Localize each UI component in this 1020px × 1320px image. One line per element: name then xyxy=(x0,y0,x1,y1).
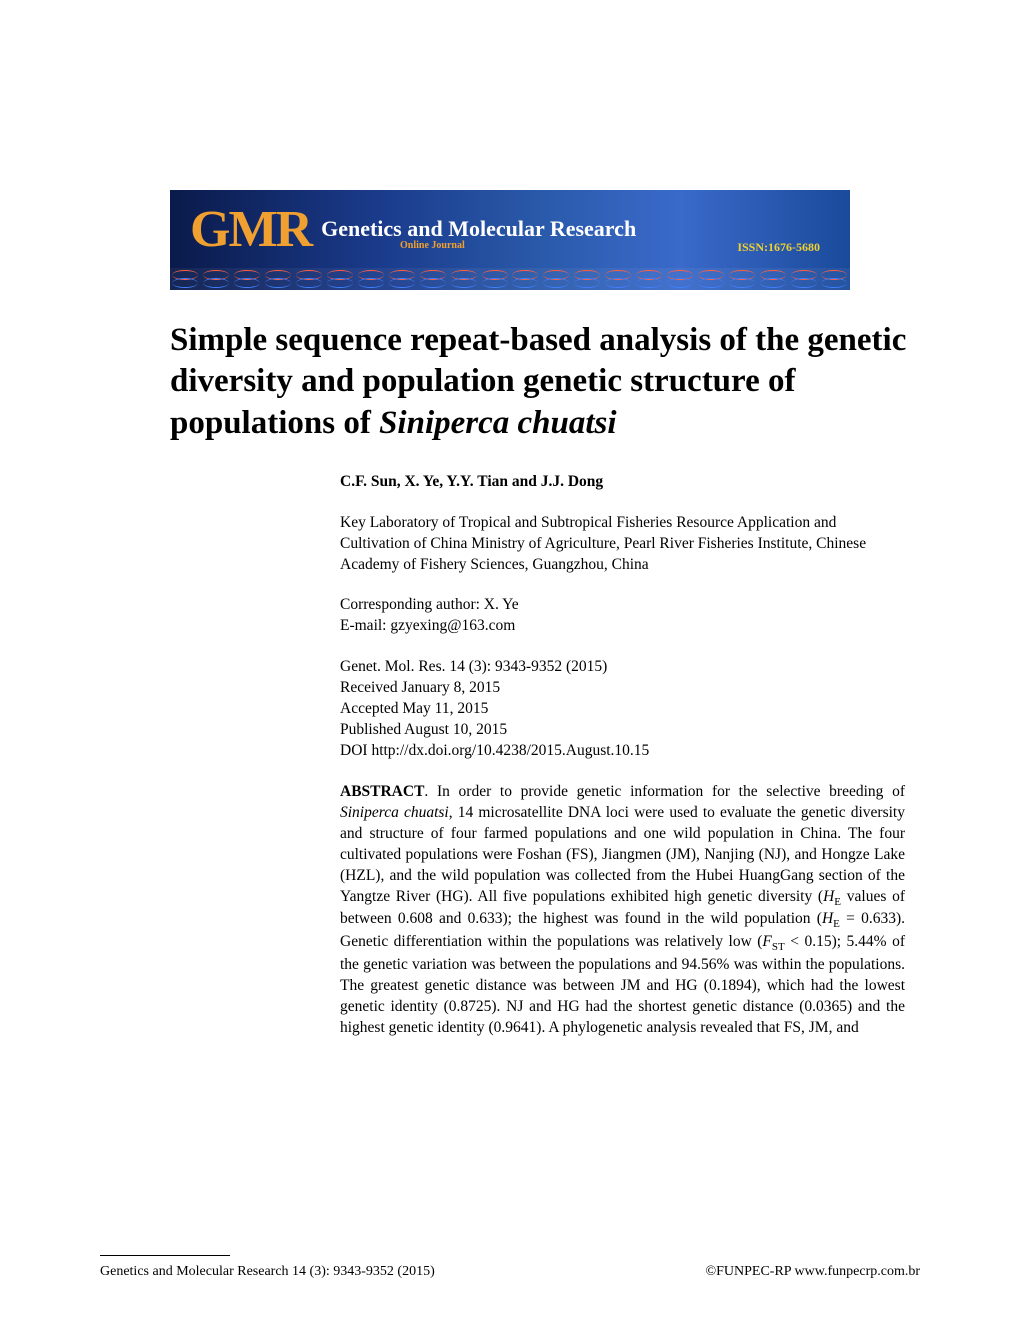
logo-text: GMR xyxy=(190,200,311,259)
dna-decoration xyxy=(170,268,850,290)
he1: H xyxy=(823,888,834,905)
journal-subtitle: Online Journal xyxy=(400,240,465,251)
journal-issn: ISSN:1676-5680 xyxy=(737,240,820,255)
citation-block: Genet. Mol. Res. 14 (3): 9343-9352 (2015… xyxy=(340,657,905,762)
footer-row: Genetics and Molecular Research 14 (3): … xyxy=(100,1264,920,1280)
page-footer: Genetics and Molecular Research 14 (3): … xyxy=(100,1255,920,1280)
footer-rule xyxy=(100,1255,230,1256)
footer-left: Genetics and Molecular Research 14 (3): … xyxy=(100,1264,435,1280)
affiliation: Key Laboratory of Tropical and Subtropic… xyxy=(340,513,905,576)
article-meta: C.F. Sun, X. Ye, Y.Y. Tian and J.J. Dong… xyxy=(340,472,905,1039)
footer-right: ©FUNPEC-RP www.funpecrp.com.br xyxy=(705,1264,920,1280)
journal-logo: GMR xyxy=(190,200,311,259)
corresponding-name: X. Ye xyxy=(484,596,519,613)
article-title: Simple sequence repeat-based analysis of… xyxy=(170,320,910,444)
abstract-species: Siniperca chuatsi xyxy=(340,804,449,821)
doi-label: DOI xyxy=(340,742,371,759)
he2: H xyxy=(822,910,833,927)
journal-name: Genetics and Molecular Research xyxy=(321,216,636,242)
abstract: ABSTRACT. In order to provide genetic in… xyxy=(340,782,905,1039)
citation: Genet. Mol. Res. 14 (3): 9343-9352 (2015… xyxy=(340,658,607,675)
corresponding-block: Corresponding author: X. Ye E-mail: gzye… xyxy=(340,595,905,637)
received: Received January 8, 2015 xyxy=(340,679,500,696)
email: gzyexing@163.com xyxy=(390,617,515,634)
published: Published August 10, 2015 xyxy=(340,721,507,738)
he2sub: E xyxy=(833,919,840,931)
abstract-label: ABSTRACT xyxy=(340,783,424,800)
title-species: Siniperca chuatsi xyxy=(379,405,616,441)
journal-banner: GMR Genetics and Molecular Research Onli… xyxy=(170,190,850,290)
email-label: E-mail: xyxy=(340,617,390,634)
fstsub: ST xyxy=(772,941,785,953)
banner-top-row: GMR Genetics and Molecular Research xyxy=(170,190,850,268)
authors: C.F. Sun, X. Ye, Y.Y. Tian and J.J. Dong xyxy=(340,472,905,493)
corresponding-label: Corresponding author: xyxy=(340,596,484,613)
abstract-p1a: . In order to provide genetic informatio… xyxy=(424,783,905,800)
accepted: Accepted May 11, 2015 xyxy=(340,700,488,717)
doi: http://dx.doi.org/10.4238/2015.August.10… xyxy=(371,742,649,759)
fst: F xyxy=(762,933,771,950)
